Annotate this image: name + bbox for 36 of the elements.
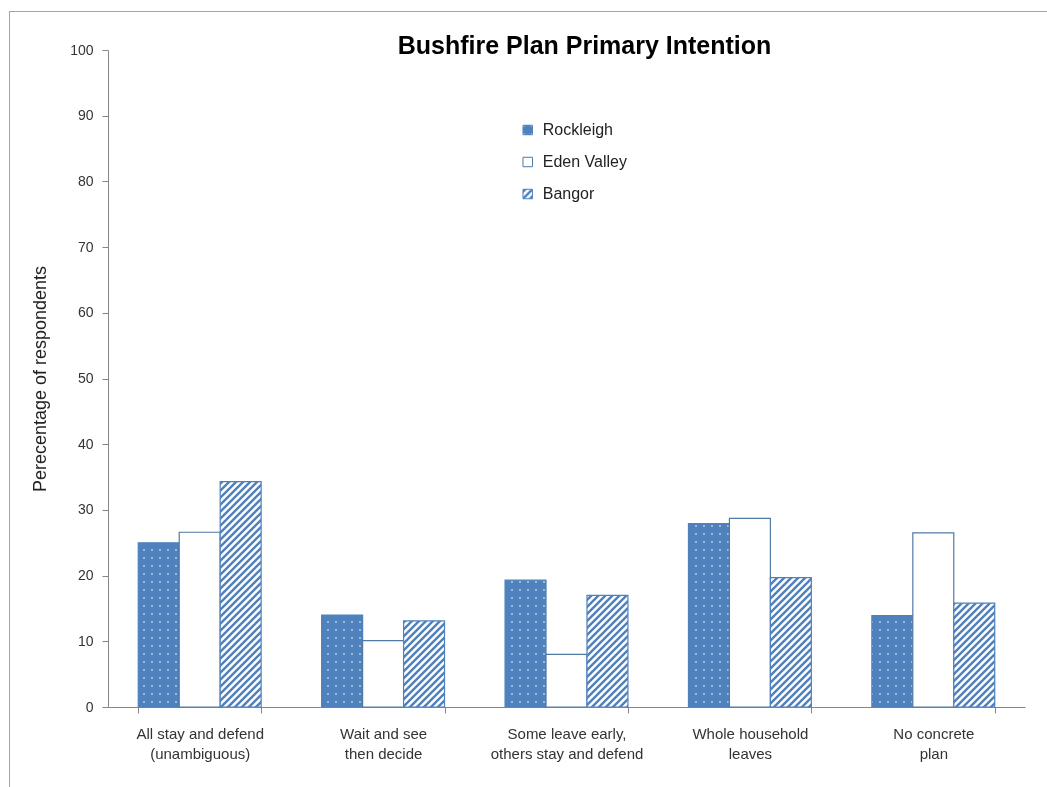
bar	[402, 620, 446, 708]
legend-label: Bangor	[542, 185, 595, 202]
x-tick-label: Wait and see then decide	[340, 724, 428, 762]
bar	[219, 481, 262, 708]
y-tick-label: 80	[77, 172, 94, 189]
x-tick-label: No concrete plan	[893, 724, 975, 762]
y-tick-label: 70	[77, 238, 94, 255]
bar	[871, 615, 914, 708]
bar	[545, 653, 588, 708]
legend-label: Eden Valley	[542, 153, 627, 170]
x-tick-label: Some leave early, others stay and defend	[490, 724, 644, 762]
y-tick-label: 60	[77, 304, 94, 321]
y-tick-label: 30	[77, 501, 94, 518]
bar	[178, 531, 221, 708]
bar	[769, 576, 812, 708]
bar	[728, 517, 771, 708]
y-axis-title: Perecentage of respondents	[30, 265, 51, 493]
y-tick-label: 100	[70, 41, 94, 58]
y-tick-label: 40	[77, 435, 94, 452]
legend-label: Rockleigh	[542, 121, 613, 138]
bar	[687, 523, 731, 708]
y-tick-label: 20	[77, 567, 94, 584]
bar	[321, 614, 364, 708]
y-tick-label: 50	[77, 370, 94, 386]
bar	[953, 602, 996, 708]
bar	[912, 532, 955, 708]
y-tick-label: 10	[77, 632, 94, 649]
x-tick-label: Whole household leaves	[692, 724, 809, 762]
bar	[362, 640, 405, 708]
x-tick-label: All stay and defend (unambiguous)	[136, 724, 264, 762]
bar	[504, 579, 547, 708]
bar	[586, 594, 629, 708]
y-tick-label: 90	[77, 107, 94, 124]
bar	[137, 542, 180, 708]
chart-title: Bushfire Plan Primary Intention	[397, 31, 772, 59]
y-tick-label: 0	[85, 698, 94, 715]
